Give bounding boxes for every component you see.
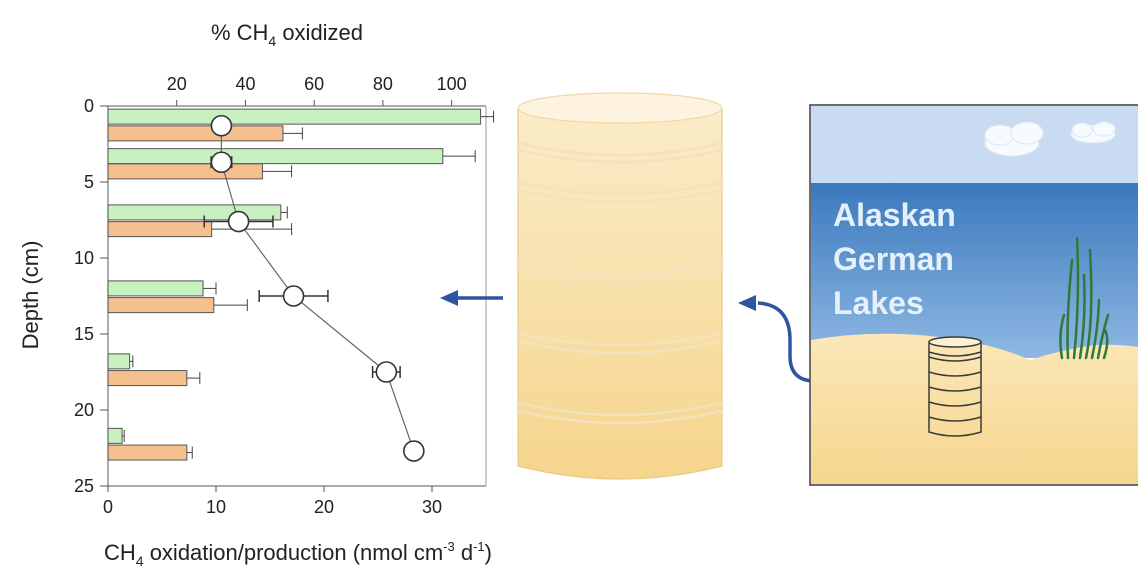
y-tick-label-1: 5	[84, 172, 94, 192]
top-tick-label-4: 100	[437, 74, 467, 94]
sediment-core-illustration	[517, 92, 723, 480]
bar-s0-0	[107, 108, 482, 125]
bar-s1-0	[107, 125, 284, 142]
bar-s0-2	[107, 204, 282, 221]
bar-s0-1	[107, 148, 444, 165]
bottom-tick-label-1: 10	[206, 497, 226, 517]
cloud-icon	[984, 121, 1116, 157]
percent-point-2	[227, 210, 250, 233]
top-tick-label-1: 40	[235, 74, 255, 94]
lake-label-line-3: Lakes	[833, 285, 924, 321]
bar-s1-1	[107, 163, 263, 180]
bottom-tick-label-3: 30	[422, 497, 442, 517]
y-tick-label-3: 15	[74, 324, 94, 344]
top-tick-label-0: 20	[167, 74, 187, 94]
y-axis-title: Depth (cm)	[18, 241, 43, 350]
bottom-tick-label-0: 0	[103, 497, 113, 517]
depth-profile-chart: 0 10 20 30 20 40 60 80 100 0 5 10 15 20 25 % CH4 oxidi…	[18, 20, 495, 569]
mini-core-icon	[928, 336, 982, 437]
axis-ticks: 0 10 20 30 20 40 60 80 100 0 5 10 15 20 25	[74, 74, 467, 517]
arrow-lake-to-core	[738, 295, 917, 383]
bar-s1-4	[107, 370, 188, 387]
lake-label-line-1: Alaskan	[833, 197, 956, 233]
aquatic-plant-icon	[1059, 236, 1110, 360]
arrow-core-to-chart	[440, 290, 503, 306]
bar-s1-5	[107, 444, 188, 461]
bar-s1-3	[107, 297, 215, 314]
percent-point-5	[403, 440, 425, 462]
lake-scene: Alaskan German Lakes	[809, 104, 1138, 486]
bottom-axis-title: CH4 oxidation/production (nmol cm-3 d-1)	[104, 539, 492, 569]
bar-s0-5	[107, 427, 123, 444]
y-tick-label-2: 10	[74, 248, 94, 268]
percent-point-4	[375, 361, 398, 383]
bar-series-group	[107, 108, 495, 461]
bottom-tick-label-2: 20	[314, 497, 334, 517]
top-tick-label-2: 60	[304, 74, 324, 94]
top-axis-title: % CH4 oxidized	[211, 20, 363, 49]
y-tick-label-5: 25	[74, 476, 94, 496]
bar-s0-3	[107, 280, 204, 297]
y-tick-label-4: 20	[74, 400, 94, 420]
percent-point-3	[282, 285, 305, 307]
bar-s1-2	[107, 221, 213, 238]
percent-point-1	[210, 151, 233, 174]
percent-oxidized-line	[203, 114, 425, 462]
y-tick-label-0: 0	[84, 96, 94, 116]
lake-label-line-2: German	[833, 241, 954, 277]
percent-point-0	[210, 114, 233, 137]
bar-s0-4	[107, 353, 131, 370]
top-tick-label-3: 80	[373, 74, 393, 94]
